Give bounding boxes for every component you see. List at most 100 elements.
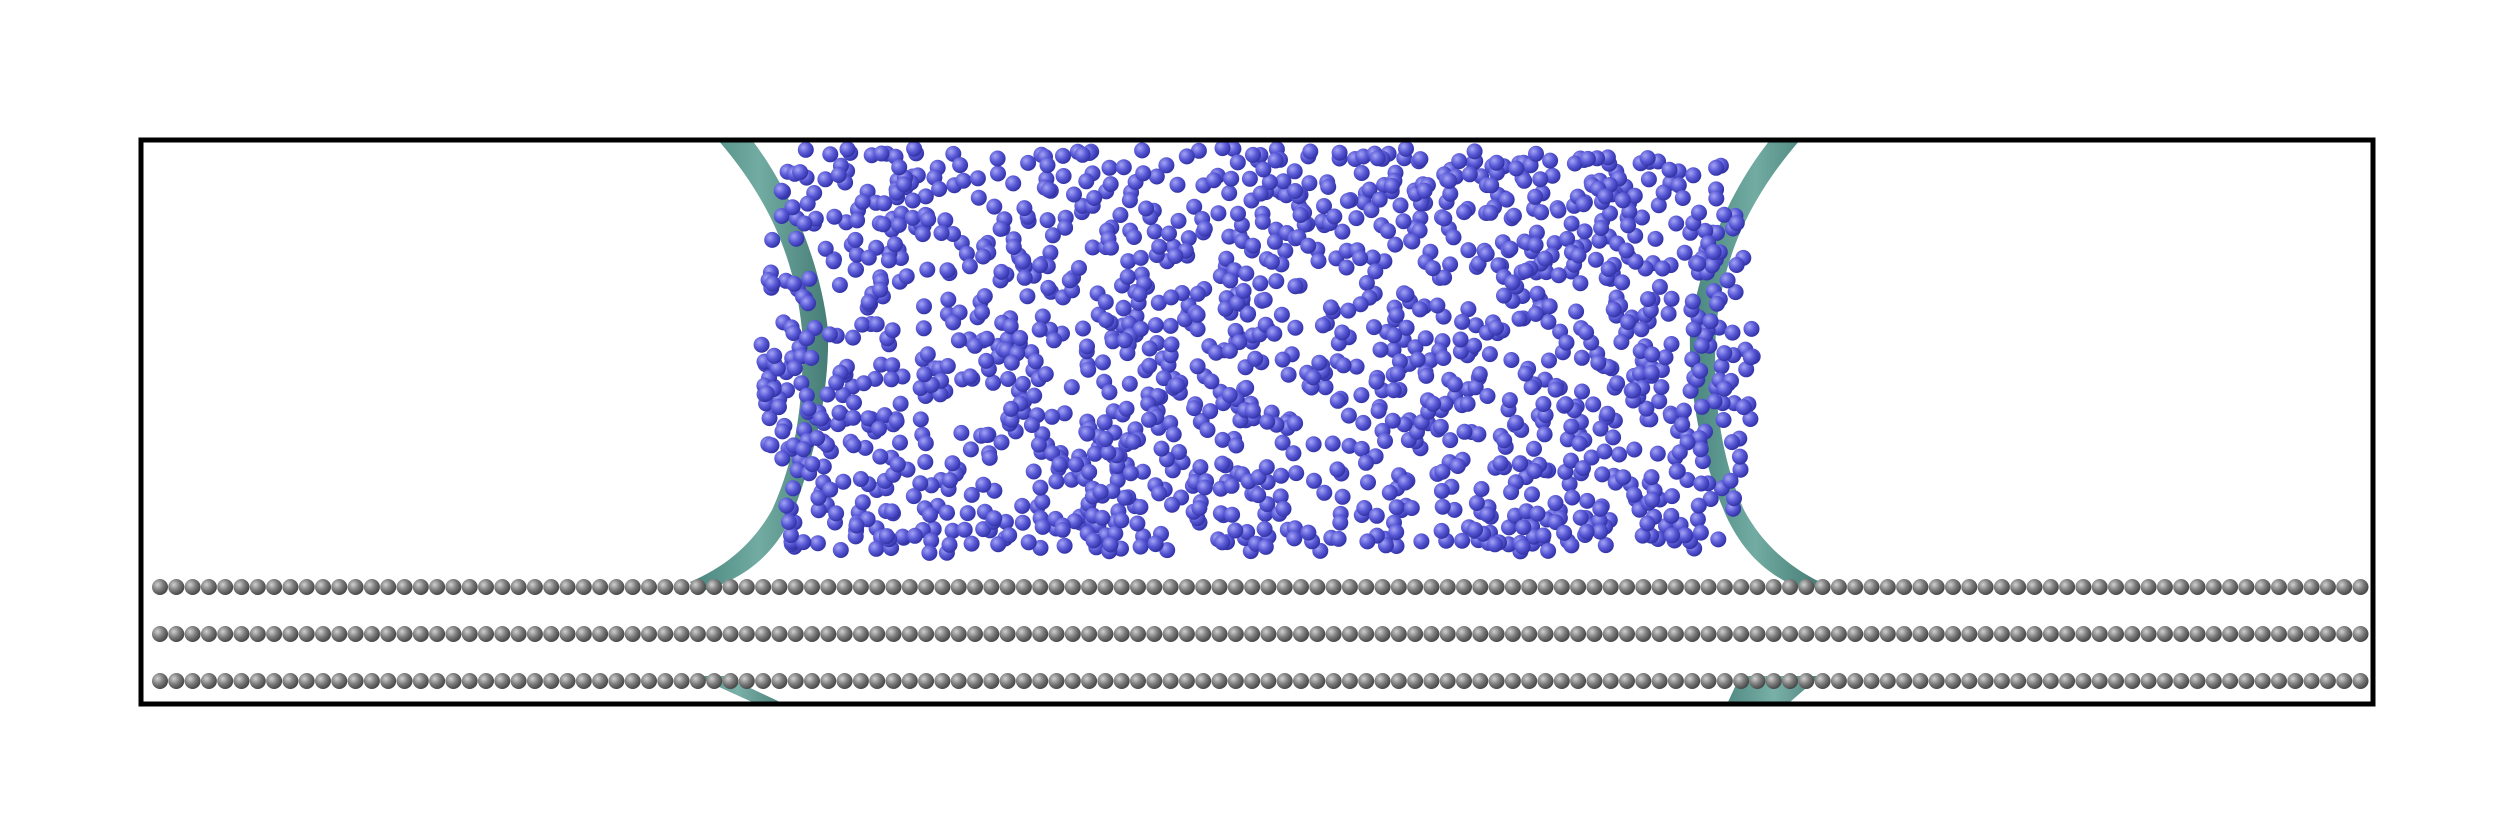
liquid-atom [1389, 365, 1406, 382]
liquid-atom [761, 410, 778, 427]
liquid-atom [1550, 202, 1567, 219]
liquid-atom [1034, 518, 1051, 535]
substrate-atom [2140, 579, 2157, 595]
substrate-atom [2336, 579, 2353, 595]
substrate-atom [380, 579, 397, 595]
liquid-atom [1398, 319, 1415, 336]
liquid-atom [1727, 284, 1744, 301]
substrate-atom [1749, 626, 1766, 642]
liquid-atom [888, 413, 905, 430]
substrate-atom [2271, 579, 2287, 595]
substrate-atom [1081, 579, 1098, 595]
liquid-atom [1125, 433, 1142, 450]
substrate-atom [1553, 626, 1570, 642]
liquid-atom [1418, 367, 1435, 384]
liquid-atom [1634, 209, 1650, 226]
liquid-atom [1388, 307, 1405, 323]
liquid-atom [799, 330, 815, 346]
substrate-atom [412, 673, 429, 689]
liquid-atom [1467, 521, 1483, 538]
liquid-atom [1286, 530, 1303, 547]
liquid-atom [1103, 239, 1119, 256]
liquid-atom [1468, 495, 1485, 511]
substrate-atom [347, 673, 364, 689]
substrate-atom [266, 626, 283, 642]
liquid-atom [1032, 479, 1049, 496]
substrate-atom [543, 673, 560, 689]
liquid-atom [1498, 191, 1515, 208]
substrate-atom [2222, 673, 2239, 689]
liquid-atom [1473, 481, 1490, 497]
liquid-atom [1452, 331, 1469, 348]
substrate-atom [657, 673, 674, 689]
liquid-atom [1442, 185, 1459, 202]
liquid-atom [1719, 272, 1736, 289]
liquid-atom [1663, 507, 1680, 524]
liquid-atom [1416, 182, 1433, 199]
substrate-atom [1537, 626, 1554, 642]
liquid-atom [1020, 154, 1037, 171]
substrate-atom [1716, 579, 1733, 595]
liquid-atom [1572, 275, 1589, 292]
liquid-atom [955, 172, 972, 189]
liquid-atom [1334, 488, 1351, 505]
liquid-atom [1273, 306, 1290, 323]
substrate-atom [1521, 579, 1538, 595]
liquid-atom [1488, 154, 1505, 171]
liquid-atom [1116, 332, 1133, 349]
substrate-atom [641, 579, 657, 595]
liquid-atom [1452, 343, 1469, 360]
liquid-atom [1116, 489, 1133, 506]
substrate-atom [1423, 626, 1440, 642]
substrate-atom [1619, 579, 1635, 595]
liquid-atom [782, 527, 799, 544]
substrate-atom [1896, 579, 1913, 595]
liquid-atom [1104, 333, 1121, 350]
liquid-atom [1147, 535, 1164, 552]
liquid-atom [1217, 300, 1234, 317]
liquid-atom [1731, 448, 1748, 465]
liquid-atom [1599, 405, 1616, 422]
liquid-atom [931, 181, 948, 197]
liquid-atom [1208, 344, 1225, 361]
substrate-atom [1032, 673, 1049, 689]
liquid-atom [1424, 260, 1441, 277]
liquid-atom [1387, 236, 1404, 253]
liquid-atom [976, 288, 993, 305]
liquid-atom [1326, 208, 1343, 225]
liquid-atom [1169, 377, 1186, 394]
liquid-atom [1547, 514, 1564, 531]
liquid-atom [1305, 369, 1322, 386]
substrate-atom [429, 626, 446, 642]
substrate-atom [1341, 579, 1358, 595]
liquid-atom [1286, 163, 1303, 180]
substrate-atom [918, 626, 935, 642]
liquid-atom [904, 192, 921, 209]
liquid-atom [990, 536, 1007, 553]
substrate-atom [1162, 579, 1179, 595]
liquid-atom [788, 230, 805, 247]
liquid-atom [817, 240, 834, 257]
substrate-atom [2108, 673, 2124, 689]
substrate-atom [1309, 579, 1326, 595]
liquid-atom [1677, 527, 1694, 544]
liquid-atom [821, 326, 838, 343]
liquid-atom [978, 427, 995, 443]
liquid-atom [1738, 361, 1755, 378]
substrate-atom [2010, 673, 2027, 689]
liquid-atom [1360, 474, 1376, 491]
substrate-atom [1439, 626, 1456, 642]
liquid-atom [939, 262, 956, 279]
liquid-atom [1196, 479, 1213, 496]
substrate-atom [852, 579, 869, 595]
substrate-atom [363, 673, 380, 689]
liquid-atom [1031, 321, 1048, 338]
substrate-atom [804, 673, 820, 689]
substrate-atom [1260, 673, 1277, 689]
substrate-atom [1619, 626, 1635, 642]
substrate-atom [934, 579, 951, 595]
liquid-atom [1016, 269, 1033, 286]
liquid-atom [889, 456, 906, 473]
liquid-atom [1027, 353, 1044, 370]
liquid-atom [1614, 192, 1631, 209]
